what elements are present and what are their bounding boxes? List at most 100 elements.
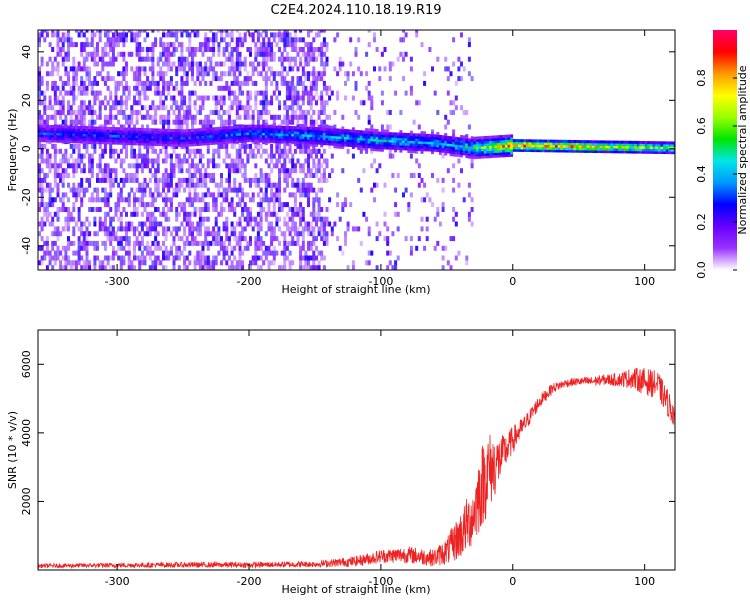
heatmap-cell — [367, 80, 371, 86]
heatmap-ridge-cell — [626, 150, 630, 154]
heatmap-cell — [251, 192, 255, 198]
heatmap-cell — [301, 47, 305, 52]
heatmap-ridge-cell — [56, 127, 60, 131]
heatmap-cell — [212, 51, 216, 57]
heatmap-cell — [148, 192, 152, 198]
heatmap-ridge-cell — [304, 138, 308, 142]
heatmap-ridge-cell — [88, 133, 92, 137]
heatmap-cell — [285, 119, 289, 125]
heatmap-cell — [467, 182, 471, 188]
heatmap-ridge-cell — [607, 147, 611, 151]
heatmap-cell — [285, 240, 289, 246]
heatmap-ridge-cell — [425, 138, 429, 142]
heatmap-cell — [233, 163, 237, 169]
heatmap-ridge-cell — [502, 154, 506, 158]
heatmap-ridge-cell — [45, 127, 49, 131]
heatmap-cell — [296, 37, 300, 43]
heatmap-cell — [103, 231, 107, 237]
heatmap-cell — [111, 76, 115, 82]
heatmap-cell — [185, 265, 189, 270]
heatmap-ridge-cell — [88, 131, 92, 135]
heatmap-cell — [85, 177, 89, 183]
heatmap-cell — [201, 240, 205, 246]
heatmap-ridge-cell — [117, 127, 121, 131]
heatmap-ridge-cell — [460, 137, 463, 141]
heatmap-cell — [264, 192, 268, 198]
heatmap-cell — [307, 47, 310, 52]
heatmap-cell — [175, 255, 179, 261]
heatmap-ridge-cell — [510, 148, 514, 152]
heatmap-cell — [61, 173, 65, 178]
heatmap-cell — [61, 80, 65, 86]
heatmap-cell — [162, 119, 165, 125]
heatmap-cell — [196, 163, 200, 169]
heatmap-cell — [103, 80, 107, 86]
heatmap-cell — [38, 76, 41, 82]
heatmap-cell — [217, 163, 221, 169]
heatmap-cell — [61, 177, 65, 183]
heatmap-cell — [164, 211, 168, 217]
heatmap-cell — [256, 231, 260, 237]
heatmap-ridge-cell — [64, 125, 68, 129]
heatmap-ridge-cell — [198, 137, 202, 141]
heatmap-ridge-cell — [330, 140, 334, 144]
heatmap-cell — [204, 202, 208, 208]
heatmap-cell — [114, 42, 118, 48]
heatmap-cell — [93, 32, 97, 38]
heatmap-cell — [93, 197, 97, 203]
heatmap-ridge-cell — [106, 131, 110, 135]
heatmap-cell — [146, 51, 150, 57]
heatmap-cell — [256, 240, 260, 246]
heatmap-cell — [285, 51, 289, 57]
heatmap-ridge-cell — [510, 139, 514, 143]
heatmap-cell — [143, 207, 147, 212]
heatmap-ridge-cell — [206, 134, 210, 138]
heatmap-cell — [264, 177, 268, 183]
heatmap-cell — [138, 197, 142, 203]
heatmap-cell — [301, 245, 305, 251]
heatmap-cell — [417, 100, 421, 106]
heatmap-ridge-cell — [470, 136, 474, 140]
heatmap-cell — [288, 158, 292, 164]
heatmap-cell — [402, 192, 405, 198]
heatmap-ridge-cell — [164, 128, 168, 132]
heatmap-cell — [196, 197, 200, 203]
heatmap-cell — [315, 221, 318, 227]
heatmap-ridge-cell — [109, 139, 113, 142]
heatmap-ridge-cell — [399, 149, 403, 153]
heatmap-cell — [43, 90, 47, 96]
heatmap-ridge-cell — [101, 133, 105, 137]
heatmap-cell — [272, 114, 276, 120]
heatmap-cell — [238, 250, 242, 256]
heatmap-ridge-cell — [212, 132, 216, 136]
heatmap-cell — [449, 110, 453, 115]
heatmap-cell — [425, 236, 429, 242]
heatmap-cell — [169, 42, 173, 48]
heatmap-cell — [135, 197, 139, 203]
heatmap-ridge-cell — [415, 138, 419, 142]
heatmap-cell — [77, 153, 81, 159]
heatmap-ridge-cell — [431, 143, 434, 147]
heatmap-ridge-cell — [80, 138, 84, 142]
heatmap-ridge-cell — [185, 136, 189, 140]
heatmap-cell — [322, 148, 326, 154]
heatmap-cell — [172, 85, 176, 91]
heatmap-cell — [312, 119, 316, 125]
heatmap-cell — [183, 95, 187, 101]
heatmap-cell — [101, 47, 105, 52]
heatmap-ridge-cell — [417, 138, 421, 142]
heatmap-cell — [238, 255, 242, 261]
heatmap-cell — [296, 90, 300, 96]
heatmap-cell — [436, 110, 440, 115]
heatmap-cell — [301, 265, 305, 270]
heatmap-cell — [262, 47, 266, 52]
heatmap-ridge-cell — [159, 143, 163, 147]
heatmap-cell — [154, 245, 158, 251]
heatmap-cell — [77, 148, 81, 154]
heatmap-ridge-cell — [375, 131, 379, 135]
heatmap-cell — [293, 182, 297, 188]
heatmap-cell — [159, 105, 163, 111]
heatmap-ridge-cell — [562, 149, 566, 153]
heatmap-ridge-cell — [383, 136, 387, 140]
heatmap-cell — [51, 47, 55, 52]
